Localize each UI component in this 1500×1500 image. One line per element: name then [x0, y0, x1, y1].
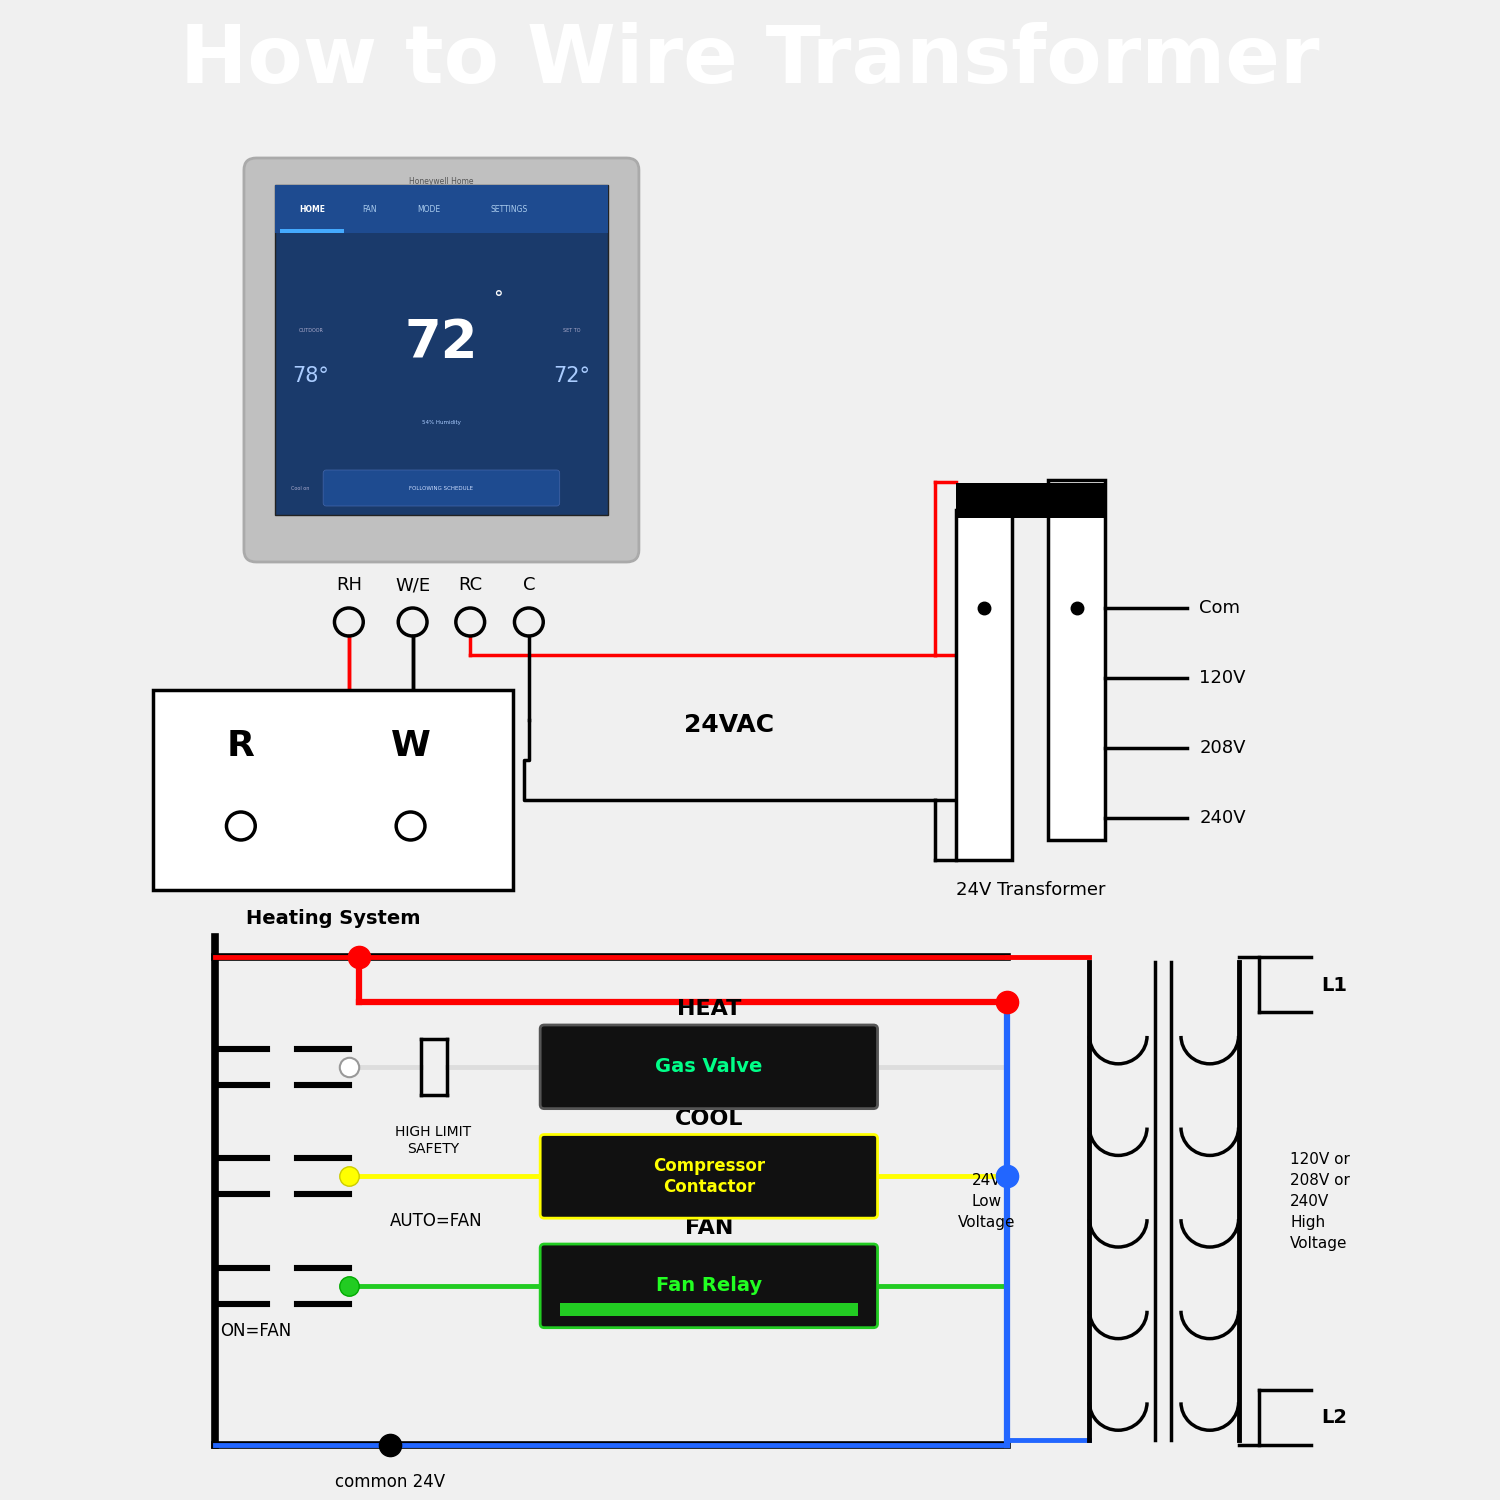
- Bar: [956, 483, 1106, 518]
- Text: COOL: COOL: [675, 1108, 742, 1128]
- FancyBboxPatch shape: [322, 470, 560, 506]
- Text: L2: L2: [1322, 1408, 1347, 1426]
- Text: R: R: [226, 729, 255, 764]
- Text: W/E: W/E: [394, 576, 430, 594]
- Text: 240V: 240V: [1200, 808, 1246, 826]
- FancyBboxPatch shape: [540, 1244, 878, 1328]
- Text: HIGH LIMIT
SAFETY: HIGH LIMIT SAFETY: [394, 1125, 471, 1156]
- Text: 72: 72: [405, 318, 478, 369]
- Text: RH: RH: [336, 576, 362, 594]
- Bar: [280, 230, 344, 232]
- Text: SET TO: SET TO: [564, 327, 580, 333]
- Text: MODE: MODE: [417, 204, 441, 213]
- Text: ON=FAN: ON=FAN: [220, 1322, 291, 1340]
- Text: How to Wire Transformer: How to Wire Transformer: [180, 22, 1320, 100]
- Text: 24V
Low
Voltage: 24V Low Voltage: [958, 1173, 1016, 1230]
- Text: Heating System: Heating System: [246, 909, 420, 927]
- Text: 54% Humidity: 54% Humidity: [422, 420, 460, 424]
- Text: Compressor
Contactor: Compressor Contactor: [652, 1156, 765, 1196]
- Text: AUTO=FAN: AUTO=FAN: [390, 1212, 483, 1230]
- Text: 208V: 208V: [1200, 740, 1246, 758]
- Bar: [560, 1304, 858, 1316]
- Text: FAN: FAN: [362, 204, 376, 213]
- FancyBboxPatch shape: [244, 158, 639, 562]
- Text: 120V: 120V: [1200, 669, 1246, 687]
- Bar: [274, 184, 608, 232]
- Text: SETTINGS: SETTINGS: [490, 204, 528, 213]
- Bar: [274, 184, 608, 514]
- Bar: [956, 510, 1012, 860]
- Text: 72°: 72°: [554, 366, 591, 387]
- Text: 24VAC: 24VAC: [684, 712, 774, 736]
- Text: 120V or
208V or
240V
High
Voltage: 120V or 208V or 240V High Voltage: [1290, 1152, 1350, 1251]
- Text: W: W: [390, 729, 430, 764]
- Text: 78°: 78°: [292, 366, 328, 387]
- Text: FAN: FAN: [684, 1218, 734, 1237]
- Text: OUTDOOR: OUTDOOR: [298, 327, 322, 333]
- Text: Honeywell Home: Honeywell Home: [410, 177, 474, 186]
- Text: °: °: [494, 290, 502, 308]
- FancyBboxPatch shape: [540, 1134, 878, 1218]
- Bar: [1048, 480, 1106, 840]
- Text: L1: L1: [1322, 975, 1347, 994]
- Text: RC: RC: [458, 576, 483, 594]
- Text: 24V Transformer: 24V Transformer: [956, 880, 1106, 898]
- Text: Gas Valve: Gas Valve: [656, 1058, 762, 1077]
- Bar: [153, 690, 513, 889]
- Text: HOME: HOME: [298, 204, 326, 213]
- Text: FOLLOWING SCHEDULE: FOLLOWING SCHEDULE: [410, 486, 474, 490]
- Text: Fan Relay: Fan Relay: [656, 1276, 762, 1296]
- Text: Com: Com: [1200, 598, 1240, 616]
- Text: HEAT: HEAT: [676, 999, 741, 1018]
- FancyBboxPatch shape: [540, 1024, 878, 1108]
- Text: Cool on: Cool on: [291, 486, 309, 490]
- Text: common 24V: common 24V: [334, 1473, 446, 1491]
- Text: C: C: [522, 576, 536, 594]
